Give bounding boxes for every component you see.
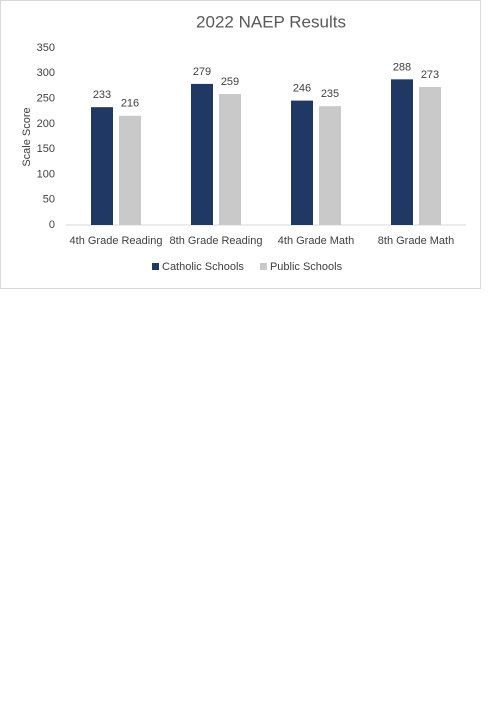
x-tick-label: 8th Grade Math bbox=[378, 235, 454, 247]
y-tick-label: 0 bbox=[49, 219, 55, 231]
y-axis-label: Scale Score bbox=[21, 107, 33, 166]
legend-swatch bbox=[259, 263, 267, 270]
y-tick-label: 50 bbox=[43, 194, 55, 206]
bar bbox=[91, 107, 113, 225]
x-tick-label: 8th Grade Reading bbox=[170, 235, 263, 247]
bar bbox=[219, 94, 241, 226]
data-label: 288 bbox=[393, 61, 411, 73]
data-label: 279 bbox=[193, 66, 211, 78]
x-tick-label: 4th Grade Math bbox=[278, 235, 354, 247]
data-label: 233 bbox=[93, 89, 111, 101]
bar bbox=[191, 83, 213, 225]
data-label: 259 bbox=[221, 76, 239, 88]
data-label: 246 bbox=[293, 83, 311, 95]
legend-label: Public Schools bbox=[270, 261, 343, 273]
bar bbox=[391, 79, 413, 226]
bar bbox=[419, 86, 441, 225]
data-label: 235 bbox=[321, 88, 339, 100]
y-tick-label: 200 bbox=[37, 118, 55, 130]
bar bbox=[291, 100, 313, 225]
legend-label: Catholic Schools bbox=[162, 261, 244, 273]
bar bbox=[119, 115, 141, 225]
chart-title: 2022 NAEP Results bbox=[196, 12, 346, 31]
data-label: 216 bbox=[121, 98, 139, 110]
y-tick-label: 350 bbox=[37, 42, 55, 54]
y-tick-label: 150 bbox=[37, 143, 55, 155]
y-tick-label: 250 bbox=[37, 92, 55, 104]
y-tick-label: 300 bbox=[37, 67, 55, 79]
x-tick-label: 4th Grade Reading bbox=[70, 235, 163, 247]
data-label: 273 bbox=[421, 69, 439, 81]
y-tick-label: 100 bbox=[37, 168, 55, 180]
bar bbox=[319, 106, 341, 225]
legend-swatch bbox=[152, 263, 159, 270]
